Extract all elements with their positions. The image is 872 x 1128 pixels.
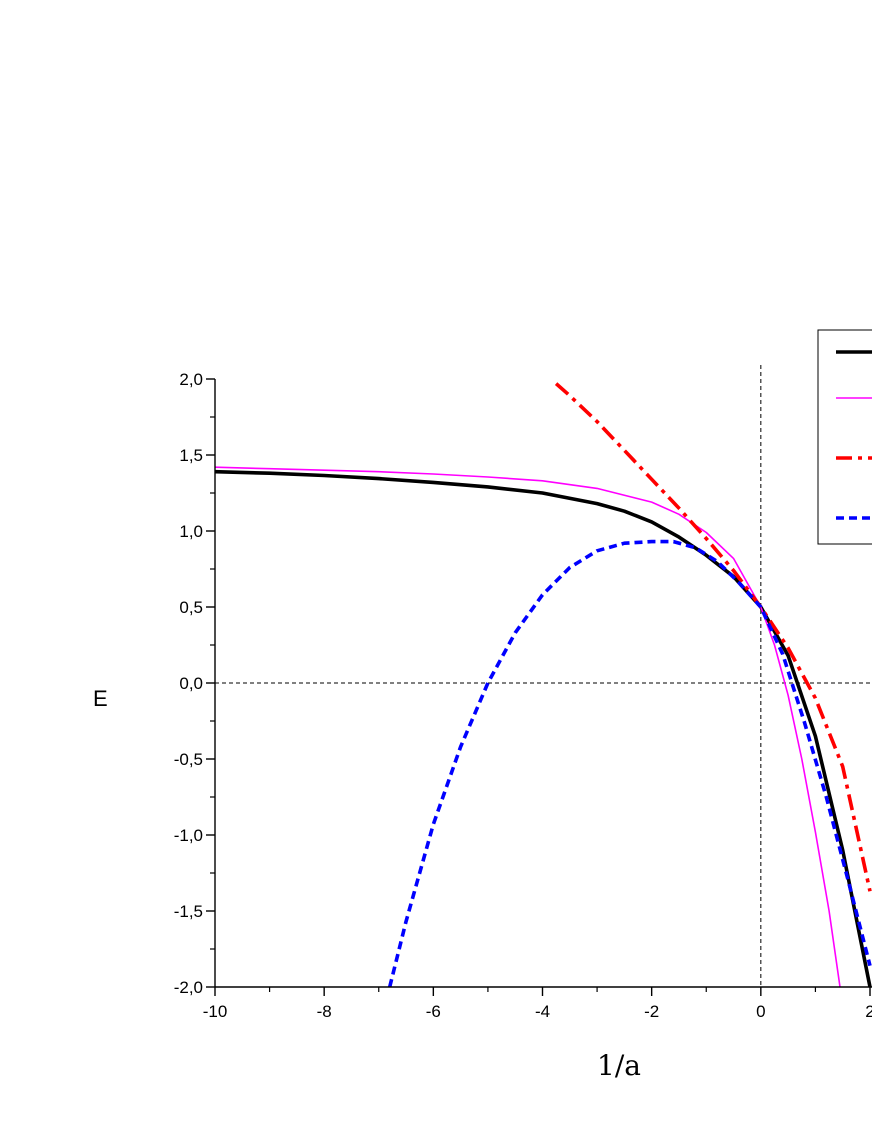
y-tick-label: 0,0 [179,674,203,693]
y-tick-label: 0,5 [179,598,203,617]
legend [817,329,872,545]
y-tick-label: 1,0 [179,522,203,541]
x-tick-label: -6 [426,1002,441,1021]
y-axis-label: E [93,686,108,711]
series-line-2 [215,466,841,987]
x-tick-label: -4 [535,1002,550,1021]
x-tick-label: -2 [644,1002,659,1021]
series-layer [215,382,872,987]
y-tick-label: -1,5 [174,902,203,921]
x-axis-label: 1/a [597,1049,641,1082]
y-tick-label: 2,0 [179,370,203,389]
y-tick-label: -0,5 [174,750,203,769]
x-tick-label: 2 [865,1002,872,1021]
legend-box [817,329,872,545]
series-line-3 [554,382,872,892]
x-tick-label: 0 [756,1002,765,1021]
reference-lines [215,365,872,987]
y-tick-label: -1,0 [174,826,203,845]
x-tick-label: -8 [317,1002,332,1021]
y-tick-label: -2,0 [174,978,203,997]
axes: -2,0 -1,5 -1,0 -0,5 0,0 0,5 1,0 1,5 2,0 -10 -8 -6 -4… [174,370,872,1021]
y-tick-label: 1,5 [179,446,203,465]
series-line-4 [387,539,872,987]
x-tick-label: -10 [203,1002,228,1021]
series-line-1 [215,469,872,987]
